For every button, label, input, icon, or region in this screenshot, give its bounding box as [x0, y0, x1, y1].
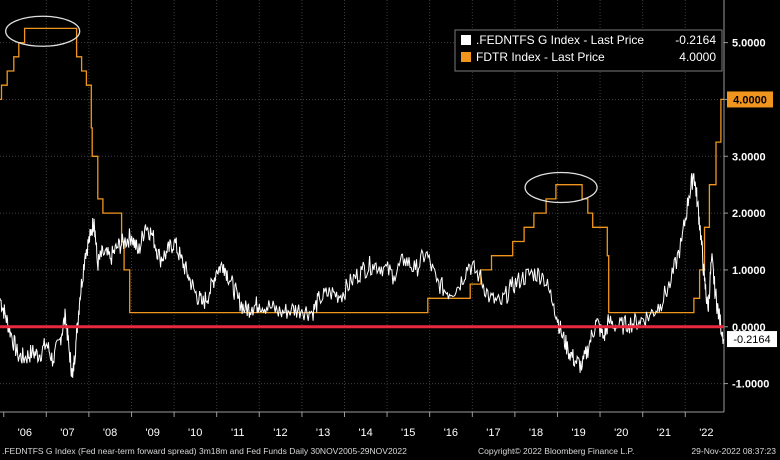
x-tick-label: '17: [486, 427, 500, 439]
footer-timestamp: 29-Nov-2022 08:37:23: [691, 446, 776, 456]
chart-area: 5.0000 4.0000 3.0000 2.0000 1.0000 0.0000 -1.0…: [0, 0, 777, 439]
legend-box: [454, 29, 723, 72]
x-tick-label: '19: [571, 427, 585, 439]
y-tick-label: 2.0000: [732, 208, 766, 220]
x-tick-label: '22: [699, 427, 713, 439]
legend-swatch: [461, 52, 471, 62]
fedfunds-last-value-tag: [727, 91, 773, 108]
x-tick-label: '11: [231, 427, 245, 439]
x-tick-label: '16: [444, 427, 458, 439]
x-tick-label: '21: [657, 427, 671, 439]
y-tick-label: 5.0000: [732, 38, 766, 50]
legend-series-value: 4.0000: [679, 50, 716, 64]
footer-description: .FEDNTFS G Index (Fed near-term forward …: [2, 446, 407, 456]
x-tick-label: '10: [188, 427, 202, 439]
x-tick-label: '18: [529, 427, 543, 439]
footer-copyright: Copyright© 2022 Bloomberg Finance L.P.: [478, 446, 635, 456]
x-tick-label: '07: [60, 427, 74, 439]
fedfunds-last-value-label: 4.0000: [733, 94, 767, 106]
peak-highlight-ellipse: [5, 15, 81, 47]
y-tick-label: -1.0000: [732, 379, 769, 391]
spread-series-line: [0, 173, 725, 378]
x-tick-label: '15: [401, 427, 415, 439]
y-tick-label: 3.0000: [732, 151, 766, 163]
x-tick-label: '13: [316, 427, 330, 439]
spread-last-value-label: -0.2164: [733, 334, 770, 346]
x-tick-label: '08: [103, 427, 117, 439]
x-tick-label: '09: [145, 427, 159, 439]
spread-last-value-tag: [727, 331, 777, 348]
y-tick-label: 0.0000: [732, 322, 766, 334]
x-tick-label: '06: [18, 427, 32, 439]
x-tick-label: '14: [358, 427, 372, 439]
x-tick-label: '12: [273, 427, 287, 439]
legend-series-name: .FEDNTFS G Index - Last Price: [476, 33, 644, 47]
legend-series-name: FDTR Index - Last Price: [476, 50, 605, 64]
y-tick-label: 1.0000: [732, 265, 766, 277]
legend-series-value: -0.2164: [675, 33, 716, 47]
peak-highlight-ellipse: [524, 171, 598, 204]
x-tick-label: '20: [614, 427, 628, 439]
legend-swatch: [461, 35, 471, 45]
